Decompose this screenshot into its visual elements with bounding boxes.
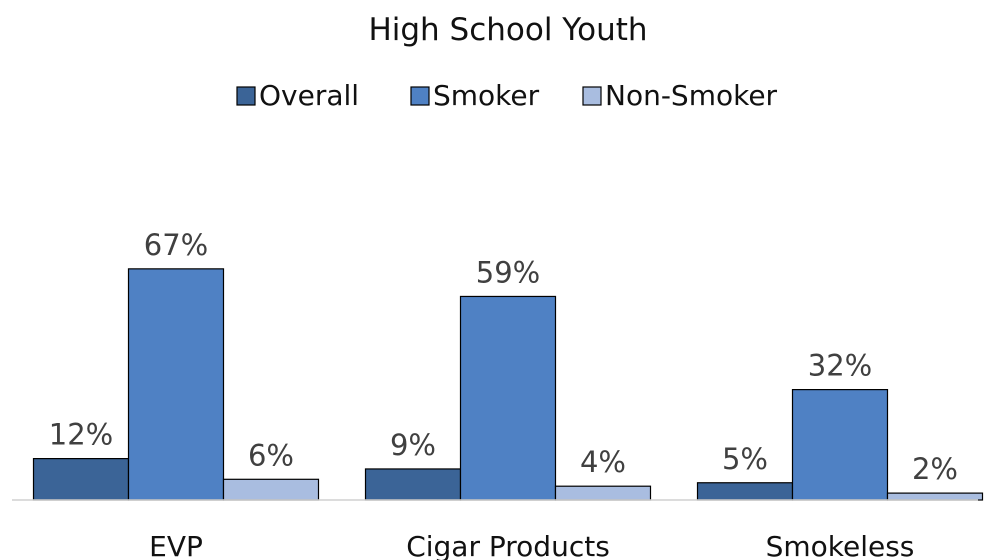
- category-label: EVP: [149, 530, 203, 560]
- bar-smoker-evp: [127, 268, 225, 501]
- data-label: 32%: [808, 349, 872, 383]
- legend: Overall Smoker Non-Smoker: [236, 79, 778, 112]
- legend-swatch: [236, 86, 256, 106]
- bar-non-smoker-cigar-products: [554, 485, 652, 501]
- category-label: Cigar Products: [406, 530, 610, 560]
- legend-label: Non-Smoker: [605, 79, 778, 112]
- legend-swatch: [582, 86, 602, 106]
- legend-label: Overall: [259, 79, 359, 112]
- category-label: Smokeless: [766, 530, 915, 560]
- bar-smoker-cigar-products: [459, 295, 557, 501]
- bars: [32, 268, 984, 501]
- legend-swatch: [410, 86, 430, 106]
- data-label: 9%: [390, 428, 436, 462]
- data-label: 6%: [248, 438, 294, 472]
- data-labels: 12% 67% 6% 9% 59% 4% 5% 32% 2%: [49, 228, 958, 486]
- category-labels: EVP Cigar Products Smokeless: [149, 530, 914, 560]
- bar-overall-evp: [32, 458, 130, 501]
- bar-overall-smokeless: [696, 482, 794, 501]
- bar-smoker-smokeless: [791, 389, 889, 501]
- data-label: 4%: [580, 445, 626, 479]
- data-label: 59%: [476, 255, 540, 289]
- bar-non-smoker-evp: [222, 478, 320, 501]
- data-label: 5%: [722, 442, 768, 476]
- data-label: 2%: [912, 452, 958, 486]
- data-label: 12%: [49, 418, 113, 452]
- data-label: 67%: [144, 228, 208, 262]
- legend-label: Smoker: [433, 79, 540, 112]
- bar-overall-cigar-products: [364, 468, 462, 501]
- bar-non-smoker-smokeless: [886, 492, 984, 501]
- chart-title: High School Youth: [368, 12, 647, 48]
